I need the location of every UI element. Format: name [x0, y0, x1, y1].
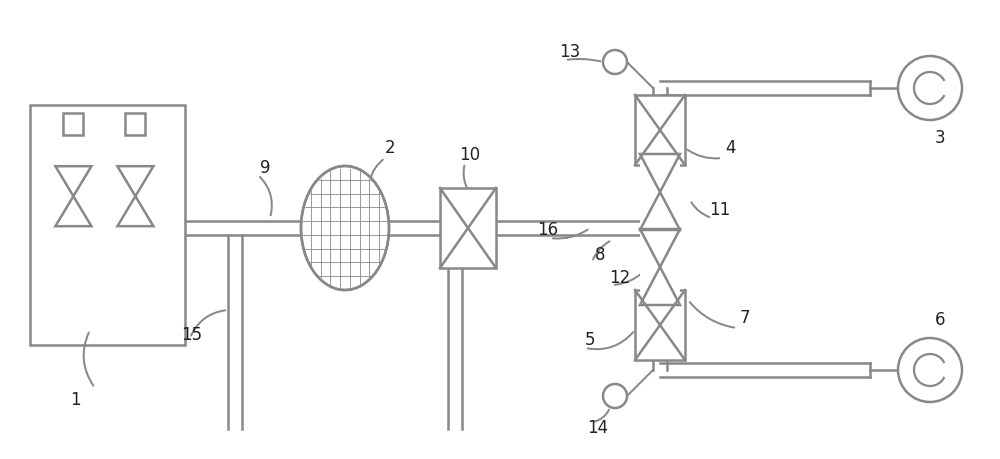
Circle shape — [603, 384, 627, 408]
Text: 13: 13 — [559, 43, 581, 61]
Bar — [125, 113, 145, 135]
Bar — [640, 154, 680, 230]
Text: 16: 16 — [537, 221, 559, 239]
Text: 3: 3 — [935, 129, 945, 147]
Text: 10: 10 — [459, 146, 481, 164]
Text: 7: 7 — [740, 309, 750, 327]
Ellipse shape — [301, 166, 389, 290]
Text: 4: 4 — [725, 139, 735, 157]
Text: 5: 5 — [585, 331, 595, 349]
Bar — [440, 188, 496, 268]
Text: 1: 1 — [70, 391, 80, 409]
Circle shape — [898, 338, 962, 402]
Text: 15: 15 — [181, 326, 203, 344]
Bar — [635, 290, 685, 360]
Bar — [63, 113, 83, 135]
Text: 14: 14 — [587, 419, 609, 437]
Bar — [635, 95, 685, 165]
Bar — [30, 105, 185, 345]
Text: 6: 6 — [935, 311, 945, 329]
Circle shape — [603, 50, 627, 74]
Text: 2: 2 — [385, 139, 395, 157]
Text: 11: 11 — [709, 201, 731, 219]
Text: 9: 9 — [260, 159, 270, 177]
Text: 8: 8 — [595, 246, 605, 264]
Text: 12: 12 — [609, 269, 631, 287]
Bar — [640, 229, 680, 305]
Circle shape — [898, 56, 962, 120]
